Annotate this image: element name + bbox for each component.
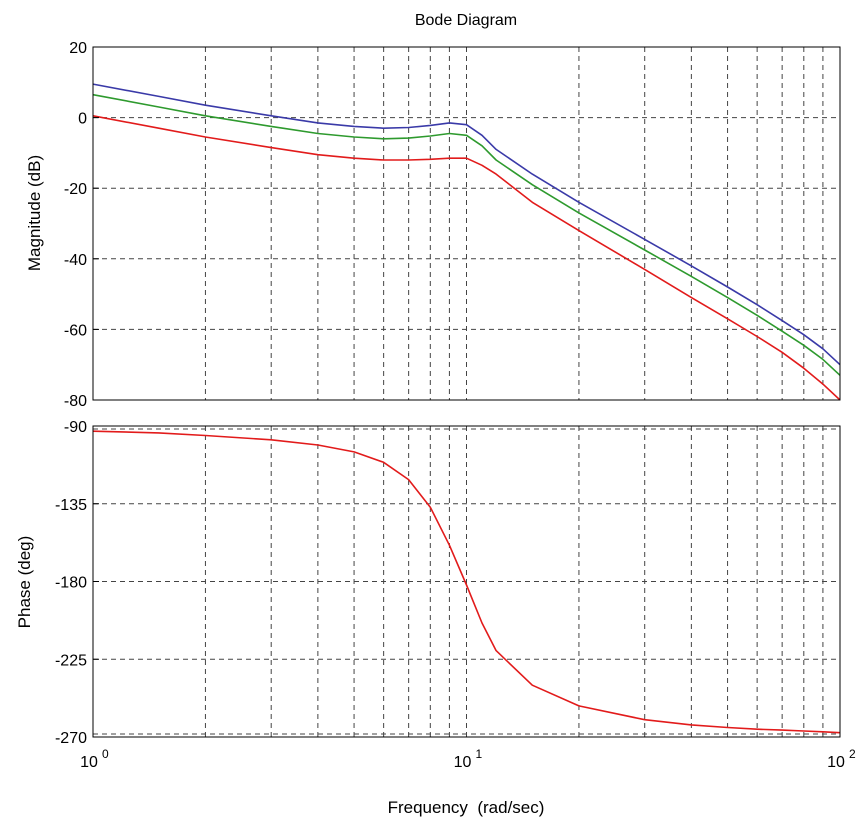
magnitude-ylabel: Magnitude (dB) (25, 155, 44, 271)
phase-ytick-label: -180 (55, 575, 87, 592)
phase-ytick-label: -225 (55, 652, 87, 669)
phase-ylabel: Phase (deg) (15, 536, 34, 629)
mag-ytick-label: 0 (78, 111, 87, 128)
mag-ytick-label: 20 (69, 40, 87, 57)
mag-ytick-label: -60 (64, 322, 87, 339)
xtick-label: 10 (80, 754, 98, 771)
xtick-exponent: 0 (102, 747, 109, 761)
phase-ytick-label: -135 (55, 497, 87, 514)
phase-series-line-0 (92, 430, 841, 734)
phase-ytick-label: -270 (55, 730, 87, 747)
mag-series-line-2 (92, 115, 841, 401)
mag-ytick-label: -20 (64, 181, 87, 198)
xtick-exponent: 1 (476, 747, 483, 761)
xtick-label: 10 (454, 754, 472, 771)
chart-title: Bode Diagram (415, 12, 517, 29)
mag-series-line-0 (92, 83, 841, 366)
mag-ytick-label: -40 (64, 252, 87, 269)
phase-ytick-label: -90 (64, 419, 87, 436)
mag-series-line-1 (92, 93, 841, 376)
frequency-xlabel: Frequency (rad/sec) (388, 798, 545, 817)
magnitude-panel: 20 0 -20 -40 -60 -80 (64, 40, 841, 410)
mag-axes-frame (92, 46, 841, 401)
xtick-exponent: 2 (849, 747, 856, 761)
mag-ytick-label: -80 (64, 393, 87, 410)
xtick-label: 10 (827, 754, 845, 771)
phase-panel: -90 -135 -180 -225 -270 10 0 10 1 10 2 (55, 419, 856, 771)
